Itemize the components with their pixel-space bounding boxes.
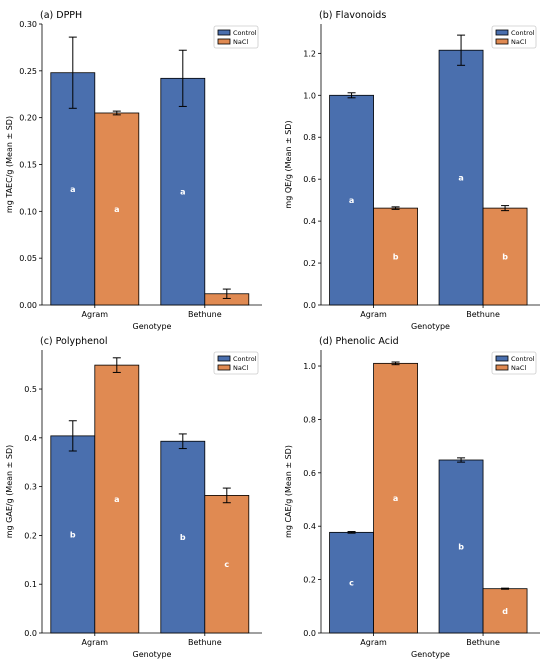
bar-nacl-bethune (204, 495, 250, 634)
chart-panel-2: (b) Flavonoids 0.0 0.2 0.4 0.6 0.8 1.0 1.2 mg QE… (284, 10, 540, 331)
significance-letter: b (393, 253, 399, 262)
legend-label-control: Control (511, 29, 535, 37)
significance-letter: a (458, 174, 463, 183)
legend-swatch-nacl (495, 38, 509, 45)
x-axis-label: Genotype (133, 650, 172, 659)
chart-panel-4: (d) Phenolic Acid 0.0 0.2 0.4 0.6 0.8 1.0 mg CA… (284, 336, 540, 659)
significance-letter: a (70, 185, 75, 194)
y-tick-label: 0.2 (303, 259, 316, 268)
bar-control-bethune (160, 77, 206, 306)
bar-nacl-bethune (482, 207, 528, 306)
y-tick-label: 0.05 (19, 254, 37, 263)
y-tick-label: 0.15 (19, 161, 37, 170)
legend-swatch-control (217, 29, 231, 36)
bar-control-bethune (160, 440, 206, 634)
panel-title: (a) DPPH (40, 10, 82, 21)
bar-control-agram (50, 435, 96, 634)
y-axis-label: mg QE/g (Mean ± SD) (284, 120, 293, 208)
y-tick-label: 0.0 (303, 301, 316, 310)
bar-nacl-agram (94, 112, 140, 306)
x-tick-label: Bethune (466, 310, 500, 319)
y-tick-label: 0.4 (303, 522, 316, 531)
significance-letter: b (502, 253, 508, 262)
x-tick-label: Bethune (188, 310, 222, 319)
significance-letter: a (349, 196, 354, 205)
legend-label-nacl: NaCl (511, 38, 526, 46)
y-tick-label: 0.20 (19, 114, 37, 123)
y-tick-label: 0.4 (24, 434, 37, 443)
bar-control-agram (329, 531, 374, 634)
legend-swatch-nacl (217, 364, 231, 371)
y-tick-label: 1.0 (303, 91, 316, 100)
y-tick-label: 0.00 (19, 301, 37, 310)
y-tick-label: 0.6 (303, 175, 316, 184)
x-tick-label: Agram (360, 638, 387, 647)
y-axis-label: mg GAE/g (Mean ± SD) (5, 445, 14, 539)
x-tick-label: Bethune (466, 638, 500, 647)
legend-swatch-control (495, 29, 509, 36)
y-tick-label: 0.6 (303, 469, 316, 478)
legend-label-nacl: NaCl (233, 364, 248, 372)
significance-letter: a (114, 495, 119, 504)
y-tick-label: 0.2 (303, 576, 316, 585)
legend-label-control: Control (233, 29, 257, 37)
y-tick-label: 0.2 (24, 531, 37, 540)
y-tick-label: 0.30 (19, 20, 37, 29)
significance-letter: d (502, 607, 508, 616)
significance-letter: b (180, 533, 186, 542)
legend-swatch-nacl (217, 38, 231, 45)
legend-swatch-control (495, 355, 509, 362)
bar-nacl-agram (373, 362, 418, 634)
x-tick-label: Agram (82, 310, 109, 319)
y-tick-label: 0.25 (19, 67, 37, 76)
bar-nacl-agram (373, 207, 418, 306)
y-tick-label: 1.0 (303, 362, 316, 371)
y-tick-label: 0.0 (303, 629, 316, 638)
y-tick-label: 0.8 (303, 133, 316, 142)
x-tick-label: Bethune (188, 638, 222, 647)
significance-letter: a (114, 205, 119, 214)
significance-letter: a (180, 188, 185, 197)
y-axis-label: mg TAEC/g (Mean ± SD) (5, 116, 14, 213)
y-tick-label: 1.2 (303, 49, 316, 58)
y-axis-label: mg CAE/g (Mean ± SD) (284, 445, 293, 538)
significance-letter: b (70, 530, 76, 539)
legend-swatch-control (217, 355, 231, 362)
legend-swatch-nacl (495, 364, 509, 371)
y-tick-label: 0.4 (303, 217, 316, 226)
significance-letter: b (458, 542, 464, 551)
panel-title: (b) Flavonoids (319, 10, 386, 21)
chart-panel-1: (a) DPPH 0.00 0.05 0.10 0.15 0.20 0.25 0.30 mg T… (5, 10, 262, 331)
x-tick-label: Agram (82, 638, 109, 647)
legend-label-control: Control (511, 355, 535, 363)
significance-letter: a (393, 494, 398, 503)
legend-label-nacl: NaCl (511, 364, 526, 372)
y-tick-label: 0.1 (24, 580, 37, 589)
legend-label-nacl: NaCl (233, 38, 248, 46)
bar-control-agram (329, 94, 374, 306)
significance-letter: c (349, 579, 354, 588)
y-tick-label: 0.10 (19, 207, 37, 216)
x-axis-label: Genotype (411, 322, 450, 331)
y-tick-label: 0.5 (24, 385, 37, 394)
panel-title: (c) Polyphenol (40, 336, 108, 347)
bar-nacl-bethune (482, 588, 528, 634)
bar-control-bethune (438, 459, 484, 634)
bar-nacl-agram (94, 364, 140, 634)
chart-panel-3: (c) Polyphenol 0.0 0.1 0.2 0.3 0.4 0.5 mg GAE/g… (5, 336, 262, 659)
x-axis-label: Genotype (133, 322, 172, 331)
y-tick-label: 0.8 (303, 415, 316, 424)
panel-title: (d) Phenolic Acid (319, 336, 399, 347)
x-axis-label: Genotype (411, 650, 450, 659)
y-tick-label: 0.0 (24, 629, 37, 638)
legend-label-control: Control (233, 355, 257, 363)
significance-letter: c (224, 560, 229, 569)
x-tick-label: Agram (360, 310, 387, 319)
y-tick-label: 0.3 (24, 483, 37, 492)
